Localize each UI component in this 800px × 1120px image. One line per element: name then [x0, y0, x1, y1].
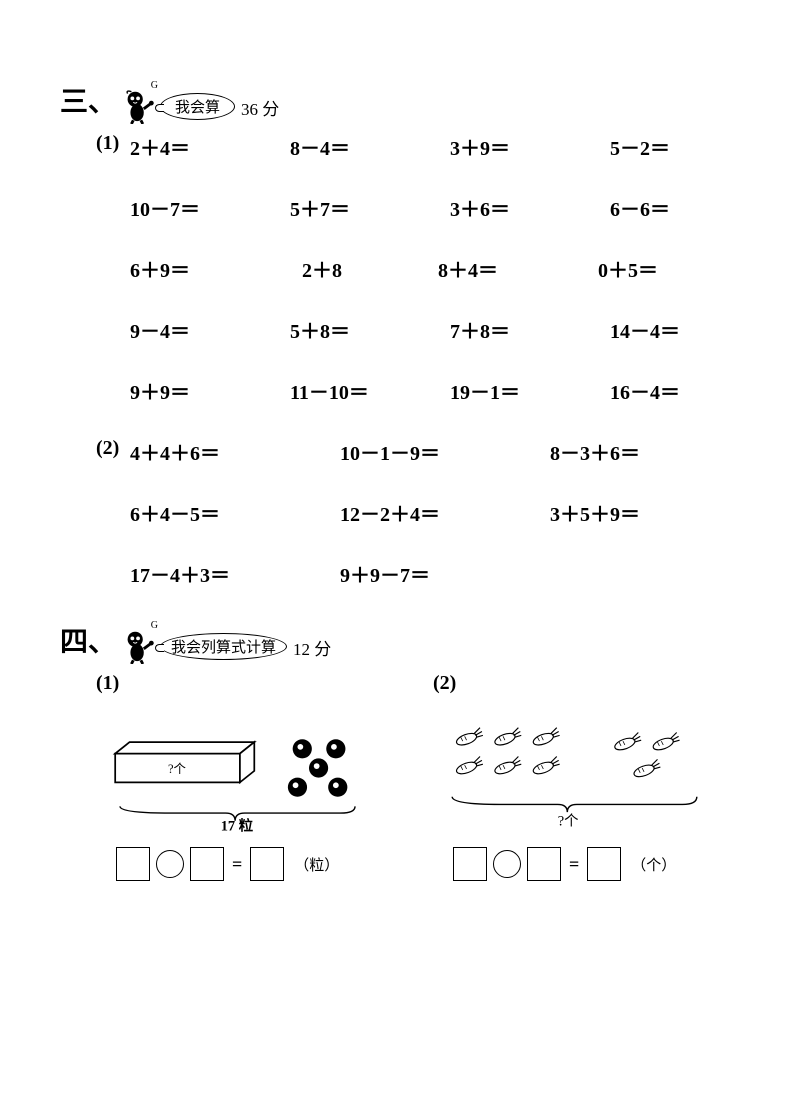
- equation: 6＋4－5＝: [130, 498, 340, 527]
- word-problem-1: (1) ?个 17 粒: [96, 672, 403, 881]
- operator-box[interactable]: [493, 850, 521, 878]
- problem-row: 17－4＋3＝ 9＋9－7＝: [96, 559, 740, 588]
- problem-row: 10－7＝ 5＋7＝ 3＋6＝ 6－6＝: [96, 193, 740, 222]
- equation: 8－4＝: [290, 132, 450, 161]
- section-4-body: (1) ?个 17 粒: [96, 672, 740, 881]
- equation: 5－2＝: [610, 132, 730, 161]
- equation: 9＋9－7＝: [340, 559, 550, 588]
- mascot-g: G: [151, 80, 158, 91]
- section-3-header: 三、 G 我会算 36 分: [60, 80, 740, 120]
- section-4-points: 12 分: [293, 635, 331, 660]
- section-3-problems: (1) 2＋4＝ 8－4＝ 3＋9＝ 5－2＝ 10－7＝ 5＋7＝ 3＋6＝ …: [96, 132, 740, 588]
- answer-box[interactable]: [250, 847, 284, 881]
- answer-box[interactable]: [190, 847, 224, 881]
- mascot-g: G: [151, 620, 158, 631]
- equation: 8＋4＝: [438, 254, 598, 283]
- section-3-bubble: 我会算: [160, 93, 235, 120]
- equation: 19－1＝: [450, 376, 610, 405]
- section-4-header: 四、 G 我会列算式计算 12 分: [60, 620, 740, 660]
- problem-row: 9＋9＝ 11－10＝ 19－1＝ 16－4＝: [96, 376, 740, 405]
- part2-label: (2): [96, 437, 130, 466]
- equals-sign: =: [232, 854, 242, 875]
- wp2-illustration: ?个: [433, 703, 740, 833]
- equation: 17－4＋3＝: [130, 559, 340, 588]
- equation: 16－4＝: [610, 376, 730, 405]
- equation: [550, 559, 760, 588]
- wp2-equation: = （个）: [453, 847, 740, 881]
- mascot-icon: G: [120, 626, 158, 664]
- problem-row: 6＋9＝ 2＋8 8＋4＝ 0＋5＝: [96, 254, 740, 283]
- answer-box[interactable]: [453, 847, 487, 881]
- equation: 3＋6＝: [450, 193, 610, 222]
- equation: 10－1－9＝: [340, 437, 550, 466]
- equation: 6－6＝: [610, 193, 730, 222]
- word-problem-2: (2): [433, 672, 740, 881]
- total-label-text: ?个: [558, 813, 579, 830]
- equation: 3＋9＝: [450, 132, 610, 161]
- section-4-bubble: 我会列算式计算: [160, 633, 287, 660]
- wp2-unit: （个）: [631, 854, 676, 875]
- equation: 14－4＝: [610, 315, 730, 344]
- equation: 3＋5＋9＝: [550, 498, 760, 527]
- equation: 11－10＝: [290, 376, 450, 405]
- equation: 4＋4＋6＝: [130, 437, 340, 466]
- answer-box[interactable]: [116, 847, 150, 881]
- equation: 9＋9＝: [130, 376, 290, 405]
- operator-box[interactable]: [156, 850, 184, 878]
- equation: 2＋8: [290, 254, 450, 283]
- equation: 8－3＋6＝: [550, 437, 760, 466]
- section-4-number: 四、: [60, 620, 116, 660]
- part1-label: (1): [96, 132, 130, 161]
- answer-box[interactable]: [587, 847, 621, 881]
- candies-icon: [288, 739, 347, 797]
- equation: 5＋8＝: [290, 315, 450, 344]
- answer-box[interactable]: [527, 847, 561, 881]
- equation: 5＋7＝: [290, 193, 450, 222]
- mascot-icon: G: [120, 86, 158, 124]
- wp1-label: (1): [96, 672, 403, 695]
- section-3-number: 三、: [60, 80, 116, 120]
- wp1-illustration: ?个 17 粒: [96, 703, 403, 833]
- equation: 0＋5＝: [598, 254, 718, 283]
- equation: 10－7＝: [130, 193, 290, 222]
- equation: 9－4＝: [130, 315, 290, 344]
- problem-row: (2) 4＋4＋6＝ 10－1－9＝ 8－3＋6＝: [96, 437, 740, 466]
- problem-row: (1) 2＋4＝ 8－4＝ 3＋9＝ 5－2＝: [96, 132, 740, 161]
- section-3-points: 36 分: [241, 95, 279, 120]
- equation: 7＋8＝: [450, 315, 610, 344]
- wp1-unit: （粒）: [294, 854, 339, 875]
- total-label-text: 17 粒: [221, 816, 254, 833]
- wp2-label: (2): [433, 672, 740, 695]
- equation: 6＋9＝: [130, 254, 290, 283]
- equals-sign: =: [569, 854, 579, 875]
- box-label-text: ?个: [168, 762, 187, 776]
- equation: 12－2＋4＝: [340, 498, 550, 527]
- wp1-equation: = （粒）: [116, 847, 403, 881]
- problem-row: 6＋4－5＝ 12－2＋4＝ 3＋5＋9＝: [96, 498, 740, 527]
- problem-row: 9－4＝ 5＋8＝ 7＋8＝ 14－4＝: [96, 315, 740, 344]
- equation: 2＋4＝: [130, 132, 290, 161]
